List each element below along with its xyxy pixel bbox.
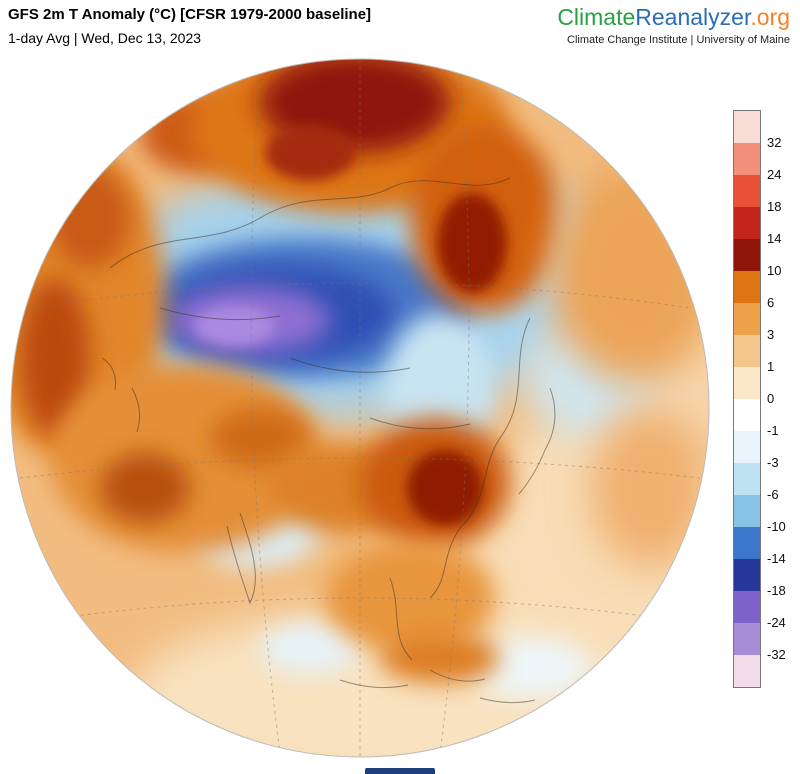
colorbar-tick: -18 xyxy=(767,583,786,598)
globe-outline xyxy=(10,58,710,758)
brand-link[interactable]: ClimateReanalyzer.org xyxy=(557,4,790,31)
colorbar-tick: 6 xyxy=(767,295,775,310)
page-subtitle: 1-day Avg | Wed, Dec 13, 2023 xyxy=(8,29,202,46)
colorbar: 32 24 18 14 10 6 3 1 0 -1 -3 -6 -10 -14 -18 -24 -32 xyxy=(733,110,786,688)
colorbar-segment xyxy=(734,271,760,303)
colorbar-tick: 10 xyxy=(767,263,782,278)
colorbar-segment xyxy=(734,175,760,207)
anomaly-globe-map xyxy=(10,58,710,758)
colorbar-tick: 32 xyxy=(767,135,782,150)
colorbar-segment xyxy=(734,143,760,175)
colorbar-segment xyxy=(734,655,760,687)
colorbar-segment xyxy=(734,399,760,431)
footer-bar xyxy=(365,768,435,774)
colorbar-ticks: 32 24 18 14 10 6 3 1 0 -1 -3 -6 -10 -14 -18 -24 -32 xyxy=(733,111,793,687)
colorbar-tick: 14 xyxy=(767,231,782,246)
brand-tagline: Climate Change Institute | University of… xyxy=(567,34,790,46)
colorbar-segment xyxy=(734,431,760,463)
colorbar-tick: -10 xyxy=(767,519,786,534)
brand: ClimateReanalyzer.org Climate Change Ins… xyxy=(557,4,790,46)
graticule xyxy=(19,60,701,756)
colorbar-segment xyxy=(734,367,760,399)
colorbar-segment xyxy=(734,623,760,655)
colorbar-segment xyxy=(734,495,760,527)
colorbar-tick: -6 xyxy=(767,487,779,502)
colorbar-tick: -24 xyxy=(767,615,786,630)
colorbar-tick: 1 xyxy=(767,359,775,374)
colorbar-tick: -14 xyxy=(767,551,786,566)
colorbar-segment xyxy=(734,111,760,143)
colorbar-segment xyxy=(734,559,760,591)
header: GFS 2m T Anomaly (°C) [CFSR 1979-2000 ba… xyxy=(8,6,371,46)
globe-svg xyxy=(10,58,710,758)
brand-climate: Climate xyxy=(557,4,636,30)
colorbar-tick: 24 xyxy=(767,167,782,182)
page-title: GFS 2m T Anomaly (°C) [CFSR 1979-2000 ba… xyxy=(8,6,372,23)
colorbar-segment xyxy=(734,239,760,271)
brand-reanalyzer: Reanalyzer xyxy=(635,4,751,30)
colorbar-segment xyxy=(734,303,760,335)
colorbar-tick: 0 xyxy=(767,391,775,406)
colorbar-segment xyxy=(734,335,760,367)
colorbar-segments xyxy=(733,110,761,688)
colorbar-segment xyxy=(734,591,760,623)
colorbar-tick: -1 xyxy=(767,423,779,438)
colorbar-segment xyxy=(734,463,760,495)
colorbar-tick: -3 xyxy=(767,455,779,470)
coastlines xyxy=(101,177,556,704)
brand-org: .org xyxy=(750,4,790,30)
colorbar-tick: 3 xyxy=(767,327,775,342)
colorbar-segment xyxy=(734,207,760,239)
colorbar-tick: -32 xyxy=(767,647,786,662)
colorbar-segment xyxy=(734,527,760,559)
colorbar-tick: 18 xyxy=(767,199,782,214)
